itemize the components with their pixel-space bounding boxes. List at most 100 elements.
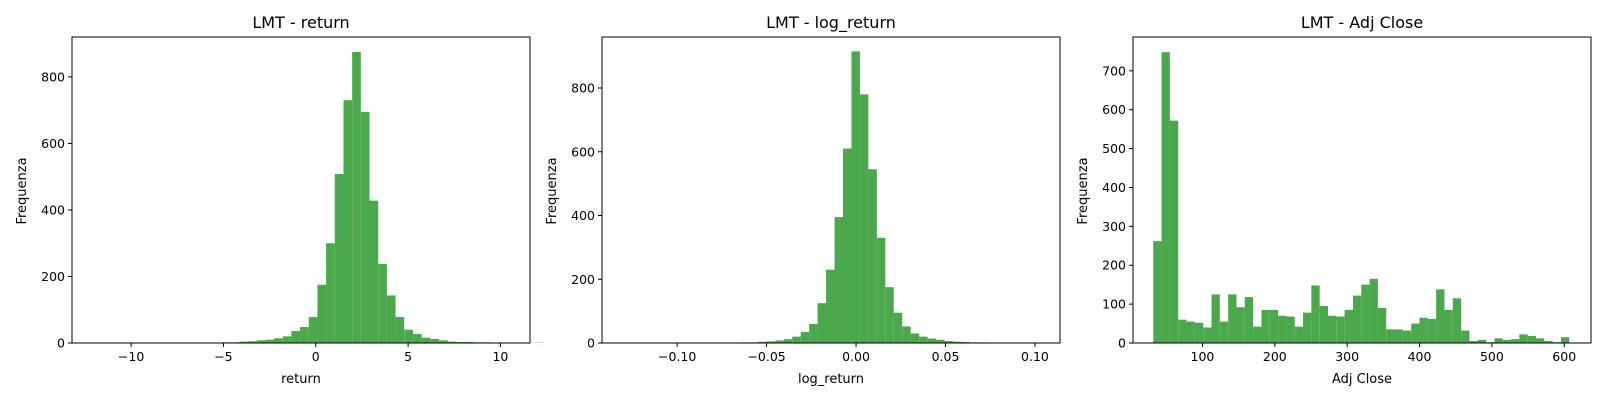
plot-frame: [1132, 36, 1592, 344]
x-ticks: −10 −5 0 5 10: [118, 343, 508, 364]
histogram-bar: [1536, 338, 1545, 343]
y-tick-label: 400: [1102, 180, 1126, 195]
histogram-bar: [395, 317, 405, 343]
histogram-bar: [1203, 327, 1212, 343]
y-tick-label: 0: [587, 336, 595, 351]
y-axis-label: Frequenza: [15, 157, 30, 224]
histogram-panel-log-return: LMT - log_return log_return Frequenza −0…: [545, 13, 1064, 387]
histogram-bar: [1477, 339, 1487, 343]
x-ticks: 100 200 300 400 500 600: [1191, 343, 1576, 364]
histogram-bar: [1394, 329, 1403, 343]
histogram-panel-adj-close: LMT - Adj Close Adj Close Frequenza 100 2…: [1076, 13, 1592, 387]
histogram-bar: [1294, 326, 1304, 343]
chart-title: LMT - log_return: [766, 13, 896, 33]
x-tick-label: −5: [214, 349, 232, 364]
y-tick-label: 100: [1102, 297, 1126, 312]
bar-group: [614, 51, 1064, 344]
histogram-bar: [1161, 52, 1170, 343]
y-tick-label: 0: [1118, 336, 1126, 351]
chart-title: LMT - return: [252, 13, 349, 32]
histogram-bar: [834, 217, 843, 343]
histogram-bar: [766, 341, 776, 343]
histogram-bar: [430, 339, 439, 343]
histogram-bar: [800, 331, 810, 343]
histogram-bar: [885, 287, 894, 343]
histogram-bar: [1461, 330, 1470, 343]
histogram-bar: [421, 337, 431, 343]
histogram-bar: [1427, 318, 1437, 343]
histogram-bar: [1319, 306, 1328, 343]
y-ticks: 0 100 200 300 400 500 600 700: [1102, 63, 1133, 351]
histogram-bar: [239, 341, 248, 343]
x-tick-label: −0.05: [747, 349, 785, 364]
histogram-bar: [404, 329, 413, 343]
x-tick-label: 10: [492, 349, 508, 364]
histogram-bar: [334, 174, 344, 343]
histogram-bar: [1402, 330, 1412, 343]
histogram-panel-return: LMT - return return Frequenza −10 −5 0 5 10 …: [15, 13, 544, 387]
y-axis-label: Frequenza: [545, 157, 560, 224]
histogram-bar: [1560, 337, 1570, 343]
histogram-bar: [919, 336, 928, 344]
x-tick-label: 0.00: [842, 349, 870, 364]
bar-group: [83, 51, 544, 343]
histogram-bar: [944, 341, 954, 343]
histogram-bar: [1444, 309, 1453, 343]
histogram-bar: [343, 100, 353, 343]
x-tick-label: −10: [118, 349, 144, 364]
histogram-bar: [1211, 294, 1220, 343]
histogram-bar: [1244, 297, 1254, 343]
x-tick-label: 100: [1191, 349, 1215, 364]
histogram-bar: [783, 339, 793, 343]
histogram-bar: [386, 295, 396, 343]
histogram-bar: [1386, 329, 1395, 343]
y-tick-label: 800: [571, 81, 595, 96]
histogram-bar: [1544, 341, 1553, 343]
histogram-bar: [1519, 334, 1528, 343]
y-tick-label: 600: [571, 144, 595, 159]
histogram-bar: [256, 340, 266, 343]
histogram-bar: [851, 51, 860, 344]
histogram-bar: [360, 111, 370, 343]
histogram-bar: [378, 263, 387, 343]
x-tick-label: 200: [1263, 349, 1287, 364]
histogram-bar: [1469, 341, 1478, 343]
histogram-bar: [438, 340, 448, 343]
histogram-bar: [369, 200, 379, 343]
histogram-bar: [1327, 315, 1337, 343]
y-tick-label: 200: [571, 272, 595, 287]
histogram-bar: [1286, 316, 1295, 343]
histogram-bar: [1419, 317, 1428, 343]
histogram-bar: [447, 341, 457, 343]
histogram-bar: [265, 339, 275, 343]
histogram-bar: [1303, 312, 1312, 343]
plot-frame: [601, 36, 1061, 344]
histogram-bar: [843, 148, 852, 343]
histogram-bar: [1269, 309, 1279, 343]
histogram-bar: [1261, 309, 1270, 343]
x-tick-label: 500: [1480, 349, 1504, 364]
histogram-bar: [809, 323, 818, 344]
x-axis-label: Adj Close: [1332, 372, 1392, 387]
histogram-bar: [274, 338, 283, 343]
histogram-bar: [1278, 315, 1287, 343]
histogram-bar: [893, 312, 903, 343]
x-ticks: −0.10 −0.05 0.00 0.05 0.10: [658, 343, 1049, 364]
histogram-bar: [1169, 120, 1179, 343]
y-tick-label: 200: [41, 269, 65, 284]
y-tick-label: 400: [571, 208, 595, 223]
y-tick-label: 300: [1102, 219, 1126, 234]
y-ticks: 0 200 400 600 800: [571, 81, 602, 351]
y-ticks: 0 200 400 600 800: [41, 69, 72, 351]
chart-title: LMT - Adj Close: [1301, 13, 1423, 32]
y-tick-label: 800: [41, 69, 65, 84]
histogram-bar: [910, 333, 920, 343]
histogram-bar: [859, 94, 869, 344]
histogram-bar: [412, 334, 422, 343]
x-tick-label: −0.10: [658, 349, 696, 364]
histogram-bar: [1153, 241, 1162, 343]
histogram-bar: [902, 326, 911, 343]
histogram-bar: [758, 341, 767, 343]
histogram-bar: [1228, 294, 1237, 343]
histogram-bar: [326, 243, 335, 343]
